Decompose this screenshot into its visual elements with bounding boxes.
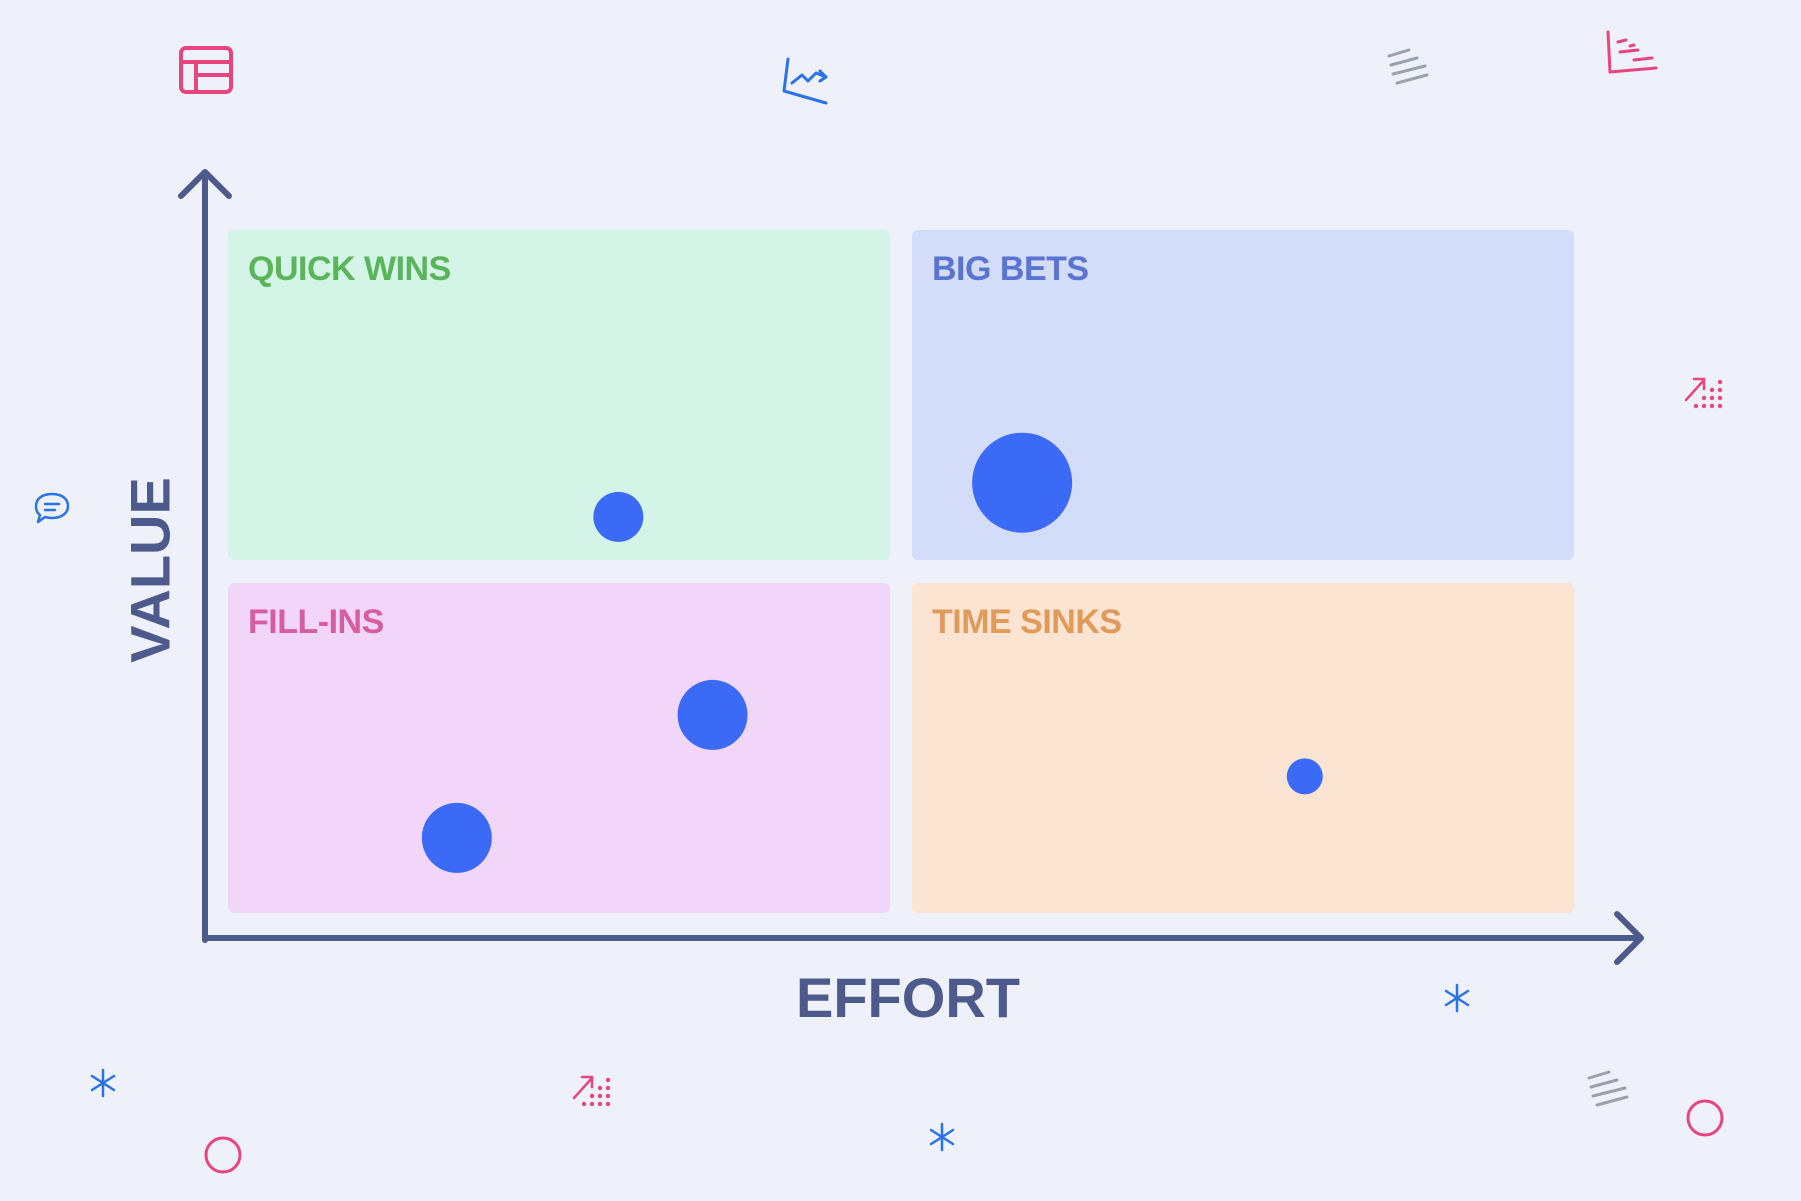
circle-icon xyxy=(204,1136,242,1174)
line-chart-icon xyxy=(782,57,828,105)
lines-icon xyxy=(1587,1070,1629,1107)
quadrant-label-quick-wins: QUICK WINS xyxy=(248,250,451,288)
x-axis-label: EFFORT xyxy=(796,966,1020,1029)
bar-list-icon xyxy=(1606,30,1658,74)
trend-dots-icon xyxy=(1684,377,1723,409)
quadrant-time-sinks: TIME SINKS xyxy=(912,583,1574,913)
quadrant-label-fill-ins: FILL-INS xyxy=(248,603,384,641)
axes xyxy=(178,169,1644,965)
chat-icon xyxy=(34,492,70,524)
quadrant-fill-ins: FILL-INS xyxy=(228,583,890,913)
asterisk-icon xyxy=(929,1122,955,1152)
quadrant-big-bets: BIG BETS xyxy=(912,230,1574,560)
asterisk-icon xyxy=(90,1068,116,1098)
trend-dots-icon xyxy=(572,1075,611,1107)
y-axis-arrow xyxy=(178,169,232,199)
lines-icon xyxy=(1387,48,1429,85)
y-axis-label: VALUE xyxy=(118,477,182,663)
quadrant-quick-wins: QUICK WINS xyxy=(228,230,890,560)
x-axis-arrow xyxy=(1614,911,1644,965)
asterisk-icon xyxy=(1444,983,1470,1013)
layout-icon xyxy=(179,46,233,94)
quadrant-label-time-sinks: TIME SINKS xyxy=(932,603,1122,641)
circle-icon xyxy=(1686,1099,1724,1137)
quadrant-label-big-bets: BIG BETS xyxy=(932,250,1089,288)
